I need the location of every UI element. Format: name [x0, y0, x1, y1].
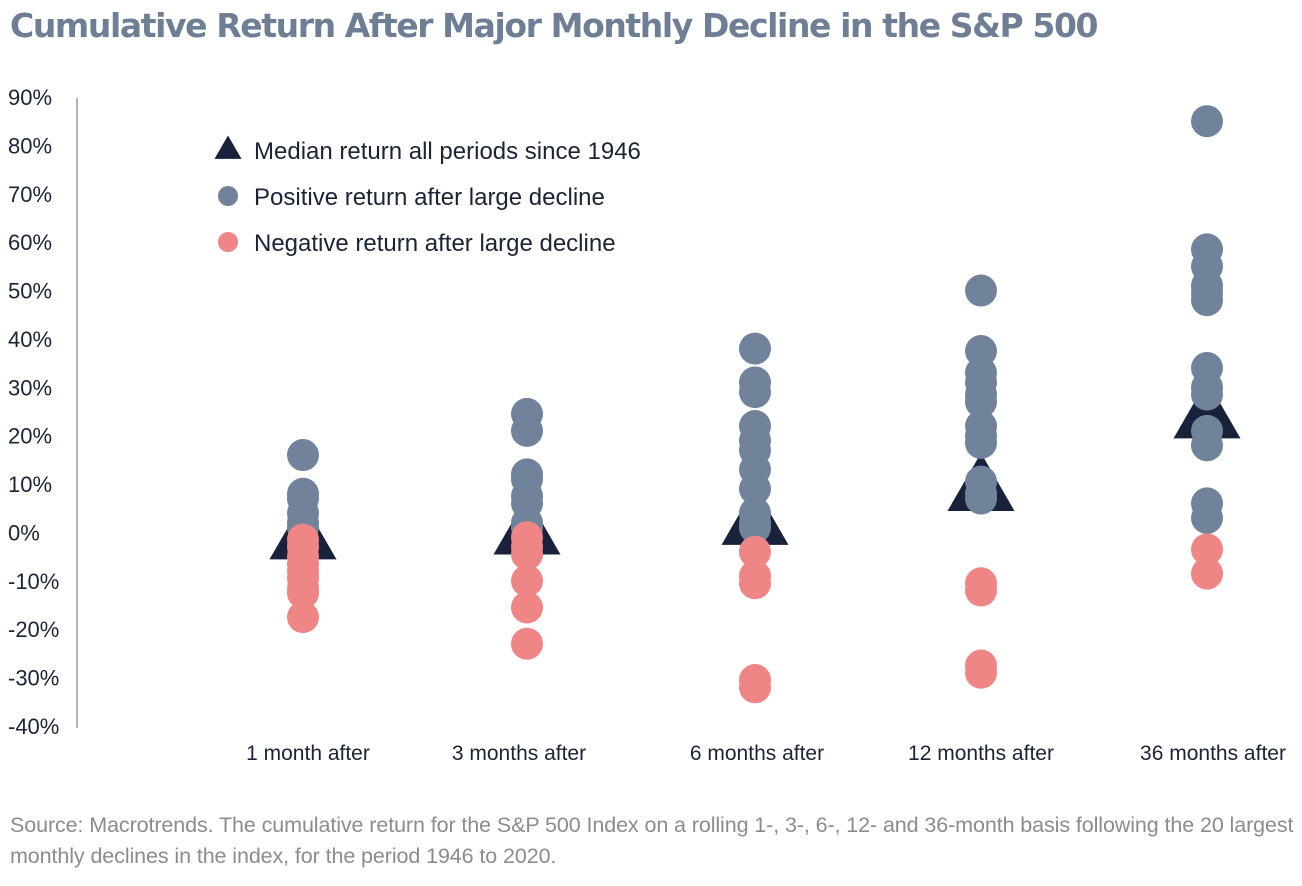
- x-axis-categories: 1 month after 3 months after 6 months afte…: [246, 742, 1286, 765]
- negative-series: [287, 521, 1223, 704]
- y-tick-label: 30%: [8, 375, 52, 400]
- positive-point: [739, 332, 771, 365]
- positive-series: [287, 105, 1223, 544]
- legend-triangle-icon: [214, 135, 242, 159]
- negative-point: [511, 538, 543, 571]
- negative-point: [739, 567, 771, 600]
- legend-label: Median return all periods since 1946: [254, 138, 641, 165]
- y-tick-label: 60%: [8, 230, 52, 255]
- positive-point: [965, 385, 997, 418]
- y-tick-label: 50%: [8, 279, 52, 304]
- y-tick-label: -10%: [8, 569, 59, 594]
- negative-point: [511, 564, 543, 597]
- negative-point: [287, 576, 319, 609]
- negative-point: [511, 591, 543, 624]
- y-tick-label: 90%: [8, 85, 52, 110]
- positive-point: [1191, 429, 1223, 462]
- positive-point: [1191, 378, 1223, 411]
- positive-point: [965, 482, 997, 515]
- positive-point: [1191, 501, 1223, 534]
- y-tick-label: -40%: [8, 714, 59, 739]
- positive-point: [1191, 284, 1223, 317]
- legend-circle-icon: [218, 186, 238, 206]
- x-category-label: 3 months after: [452, 742, 586, 765]
- positive-point: [287, 439, 319, 472]
- source-note: Source: Macrotrends. The cumulative retu…: [10, 813, 1294, 868]
- positive-point: [511, 414, 543, 447]
- y-tick-label: 20%: [8, 424, 52, 449]
- y-tick-label: 70%: [8, 182, 52, 207]
- x-category-label: 6 months after: [690, 742, 824, 765]
- negative-point: [739, 671, 771, 704]
- positive-point: [965, 426, 997, 459]
- x-category-label: 36 months after: [1140, 742, 1286, 765]
- legend: Median return all periods since 1946 Posi…: [214, 135, 641, 257]
- x-category-label: 12 months after: [908, 742, 1054, 765]
- scatter-chart: 90% 80% 70% 60% 50% 40% 30% 20% 10% 0% -10% -20% -30…: [8, 85, 1286, 765]
- negative-point: [1191, 533, 1223, 566]
- y-tick-label: -30%: [8, 666, 59, 691]
- negative-point: [287, 601, 319, 634]
- positive-point: [739, 472, 771, 505]
- y-tick-label: 40%: [8, 327, 52, 352]
- chart-title: Cumulative Return After Major Monthly De…: [10, 6, 1098, 45]
- y-tick-label: -20%: [8, 617, 59, 642]
- y-tick-label: 80%: [8, 133, 52, 158]
- x-category-label: 1 month after: [246, 742, 370, 765]
- legend-circle-icon: [218, 232, 238, 252]
- y-tick-label: 0%: [8, 520, 40, 545]
- y-axis-ticks: 90% 80% 70% 60% 50% 40% 30% 20% 10% 0% -10% -20% -30…: [8, 85, 59, 739]
- negative-point: [965, 574, 997, 607]
- positive-point: [965, 274, 997, 307]
- negative-point: [1191, 557, 1223, 590]
- negative-point: [739, 535, 771, 568]
- positive-point: [1191, 105, 1223, 138]
- legend-label: Positive return after large decline: [254, 184, 605, 211]
- positive-point: [739, 511, 771, 544]
- legend-label: Negative return after large decline: [254, 230, 616, 257]
- positive-point: [739, 376, 771, 409]
- negative-point: [511, 627, 543, 660]
- y-tick-label: 10%: [8, 472, 52, 497]
- negative-point: [965, 656, 997, 689]
